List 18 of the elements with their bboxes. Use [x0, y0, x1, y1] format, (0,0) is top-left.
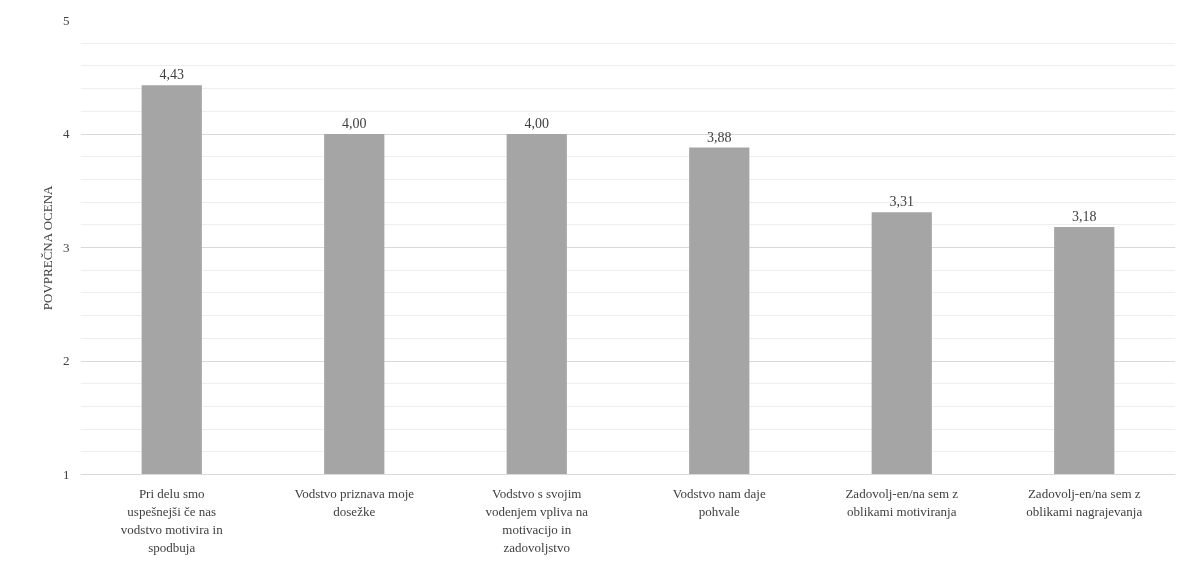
data-label: 3,88: [707, 129, 732, 145]
x-tick-label: Vodstvo priznava moje dosežke: [294, 485, 415, 519]
y-axis-title: POVPREČNA OCENA: [40, 184, 55, 311]
x-tick-label: Zadovolj-en/na sem z oblikami nagrajevanja: [1026, 485, 1143, 519]
data-label: 3,18: [1072, 209, 1097, 225]
data-label: 4,00: [342, 116, 367, 131]
data-label: 4,43: [159, 67, 184, 83]
x-tick-label: Vodstvo s svojim vodenjem vpliva na motivacijo in zadovoljstvo: [485, 485, 589, 555]
data-label: 3,31: [889, 194, 914, 210]
y-tick-label: 3: [63, 239, 70, 255]
x-tick-label: Zadovolj-en/na sem z oblikami motiviranja: [845, 485, 959, 519]
y-tick-label: 2: [63, 353, 70, 368]
x-tick-label: Pri delu smo uspešnejši če nas vodstvo motivira in spodbuja: [120, 485, 224, 555]
y-tick-label: 5: [63, 12, 70, 28]
y-tick-label: 4: [63, 126, 70, 141]
data-label: 4,00: [524, 116, 549, 131]
x-tick-label: Vodstvo nam daje pohvale: [672, 485, 766, 519]
y-tick-label: 1: [63, 466, 70, 482]
